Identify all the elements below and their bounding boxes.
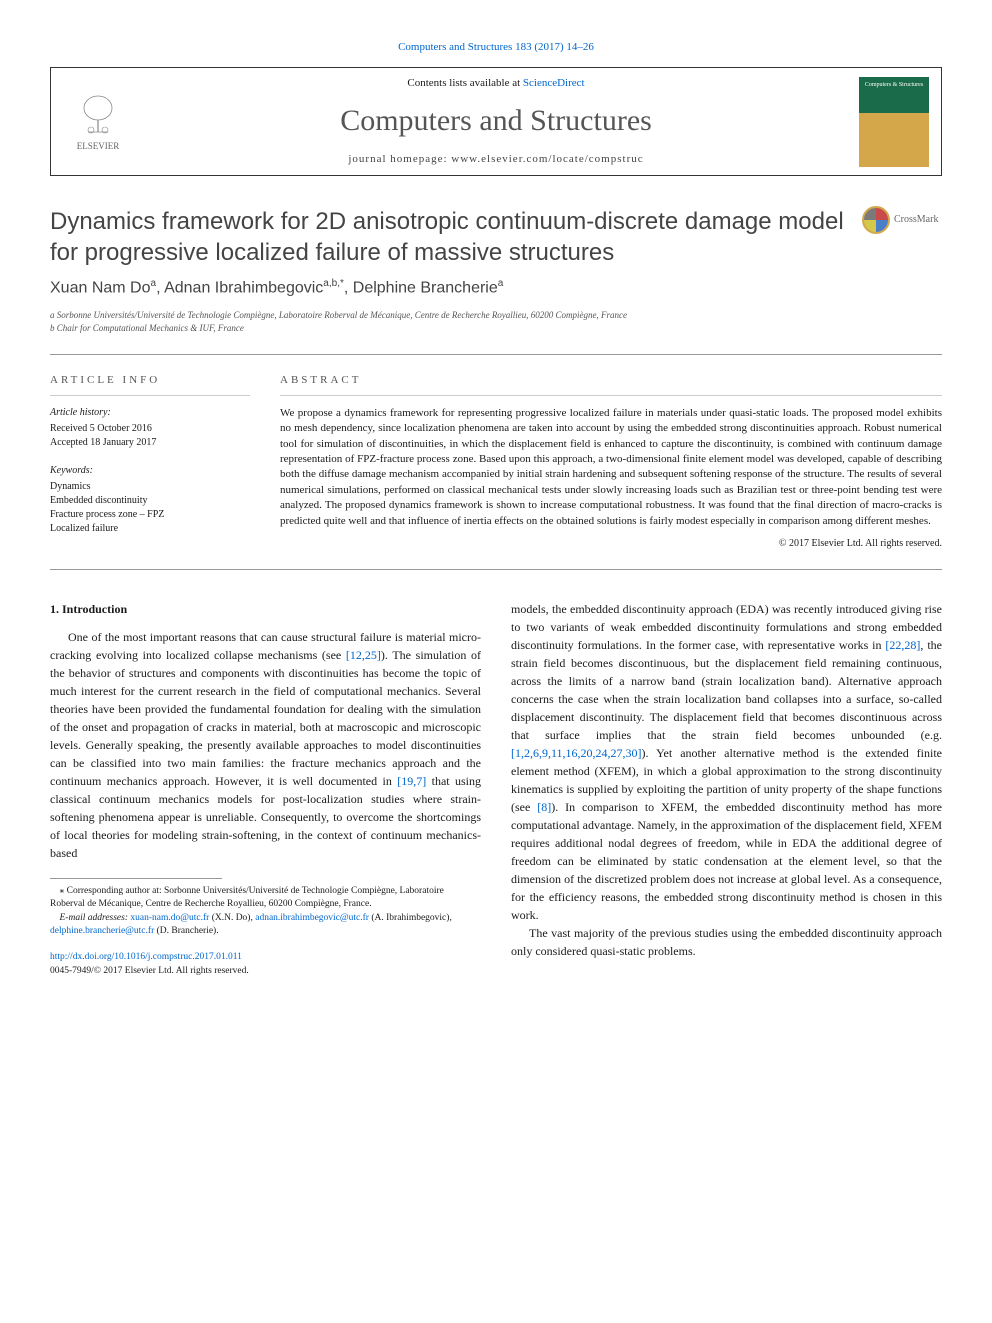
keywords-label: Keywords: <box>50 464 250 478</box>
column-left: 1. Introduction One of the most importan… <box>50 600 481 979</box>
keyword-1: Dynamics <box>50 480 250 494</box>
crossmark-label: CrossMark <box>894 213 938 227</box>
homepage-line: journal homepage: www.elsevier.com/locat… <box>153 152 839 167</box>
crossmark-icon <box>862 206 890 234</box>
affiliations: a Sorbonne Universités/Université de Tec… <box>50 309 942 334</box>
citation-link[interactable]: Computers and Structures 183 (2017) 14–2… <box>50 40 942 55</box>
email-addresses: E-mail addresses: xuan-nam.do@utc.fr (X.… <box>50 912 481 939</box>
abstract-heading: ABSTRACT <box>280 373 942 395</box>
crossmark-badge[interactable]: CrossMark <box>862 206 942 234</box>
affiliation-b: b Chair for Computational Mechanics & IU… <box>50 322 942 335</box>
journal-header: ELSEVIER Contents lists available at Sci… <box>50 67 942 176</box>
email-link-1[interactable]: xuan-nam.do@utc.fr <box>130 913 209 923</box>
publisher-label: ELSEVIER <box>77 140 120 153</box>
text-run: , the strain field becomes discontinuous… <box>511 638 942 742</box>
sciencedirect-link[interactable]: ScienceDirect <box>523 77 585 89</box>
email-who-3: (D. Brancherie). <box>154 926 218 936</box>
abstract-column: ABSTRACT We propose a dynamics framework… <box>280 373 942 551</box>
homepage-prefix: journal homepage: <box>348 153 451 165</box>
elsevier-tree-icon <box>73 90 123 140</box>
journal-cover-thumbnail: Computers & Structures <box>859 77 929 167</box>
author-1-affil: a <box>151 278 157 289</box>
corresponding-author-note: ⁎ Corresponding author at: Sorbonne Univ… <box>50 885 481 912</box>
affiliation-a: a Sorbonne Universités/Université de Tec… <box>50 309 942 322</box>
author-3-affil: a <box>498 278 504 289</box>
cover-text: Computers & Structures <box>863 81 925 89</box>
email-label: E-mail addresses: <box>60 913 131 923</box>
author-2: Adnan Ibrahimbegovic <box>164 279 323 296</box>
citation-ref[interactable]: [8] <box>537 800 551 814</box>
author-1: Xuan Nam Do <box>50 279 151 296</box>
footnote-separator <box>50 878 222 879</box>
section-heading: 1. Introduction <box>50 600 481 618</box>
author-3: Delphine Brancherie <box>353 279 498 296</box>
doi-block: http://dx.doi.org/10.1016/j.compstruc.20… <box>50 950 481 979</box>
citation-ref[interactable]: [22,28] <box>885 638 920 652</box>
issn-copyright: 0045-7949/© 2017 Elsevier Ltd. All right… <box>50 966 249 976</box>
abstract-copyright: © 2017 Elsevier Ltd. All rights reserved… <box>280 537 942 551</box>
citation-ref[interactable]: [1,2,6,9,11,16,20,24,27,30] <box>511 746 642 760</box>
text-run: ). The simulation of the behavior of str… <box>50 648 481 788</box>
keyword-2: Embedded discontinuity <box>50 494 250 508</box>
journal-title: Computers and Structures <box>153 100 839 142</box>
text-run: ). In comparison to XFEM, the embedded d… <box>511 800 942 922</box>
elsevier-logo: ELSEVIER <box>63 82 133 162</box>
keyword-3: Fracture process zone – FPZ <box>50 508 250 522</box>
text-run: models, the embedded discontinuity appro… <box>511 602 942 652</box>
article-title: Dynamics framework for 2D anisotropic co… <box>50 206 862 268</box>
history-label: Article history: <box>50 406 250 420</box>
keyword-4: Localized failure <box>50 522 250 536</box>
accepted-date: Accepted 18 January 2017 <box>50 436 250 450</box>
received-date: Received 5 October 2016 <box>50 422 250 436</box>
article-info-heading: ARTICLE INFO <box>50 373 250 395</box>
header-center: Contents lists available at ScienceDirec… <box>133 76 859 167</box>
email-who-1: (X.N. Do), <box>209 913 255 923</box>
contents-line: Contents lists available at ScienceDirec… <box>153 76 839 91</box>
intro-paragraph-right-2: The vast majority of the previous studie… <box>511 924 942 960</box>
authors-line: Xuan Nam Doa, Adnan Ibrahimbegovica,b,*,… <box>50 277 942 300</box>
doi-link[interactable]: http://dx.doi.org/10.1016/j.compstruc.20… <box>50 952 242 962</box>
article-info-column: ARTICLE INFO Article history: Received 5… <box>50 373 250 551</box>
contents-prefix: Contents lists available at <box>407 77 522 89</box>
footnotes: ⁎ Corresponding author at: Sorbonne Univ… <box>50 885 481 938</box>
homepage-url[interactable]: www.elsevier.com/locate/compstruc <box>451 153 643 165</box>
intro-paragraph-left: One of the most important reasons that c… <box>50 628 481 862</box>
column-right: models, the embedded discontinuity appro… <box>511 600 942 979</box>
body-columns: 1. Introduction One of the most importan… <box>50 600 942 979</box>
email-who-2: (A. Ibrahimbegovic), <box>369 913 452 923</box>
intro-paragraph-right-1: models, the embedded discontinuity appro… <box>511 600 942 924</box>
citation-ref[interactable]: [19,7] <box>397 774 426 788</box>
email-link-3[interactable]: delphine.brancherie@utc.fr <box>50 926 154 936</box>
author-2-affil: a,b,* <box>323 278 344 289</box>
email-link-2[interactable]: adnan.ibrahimbegovic@utc.fr <box>255 913 369 923</box>
citation-ref[interactable]: [12,25] <box>346 648 381 662</box>
abstract-text: We propose a dynamics framework for repr… <box>280 406 942 529</box>
